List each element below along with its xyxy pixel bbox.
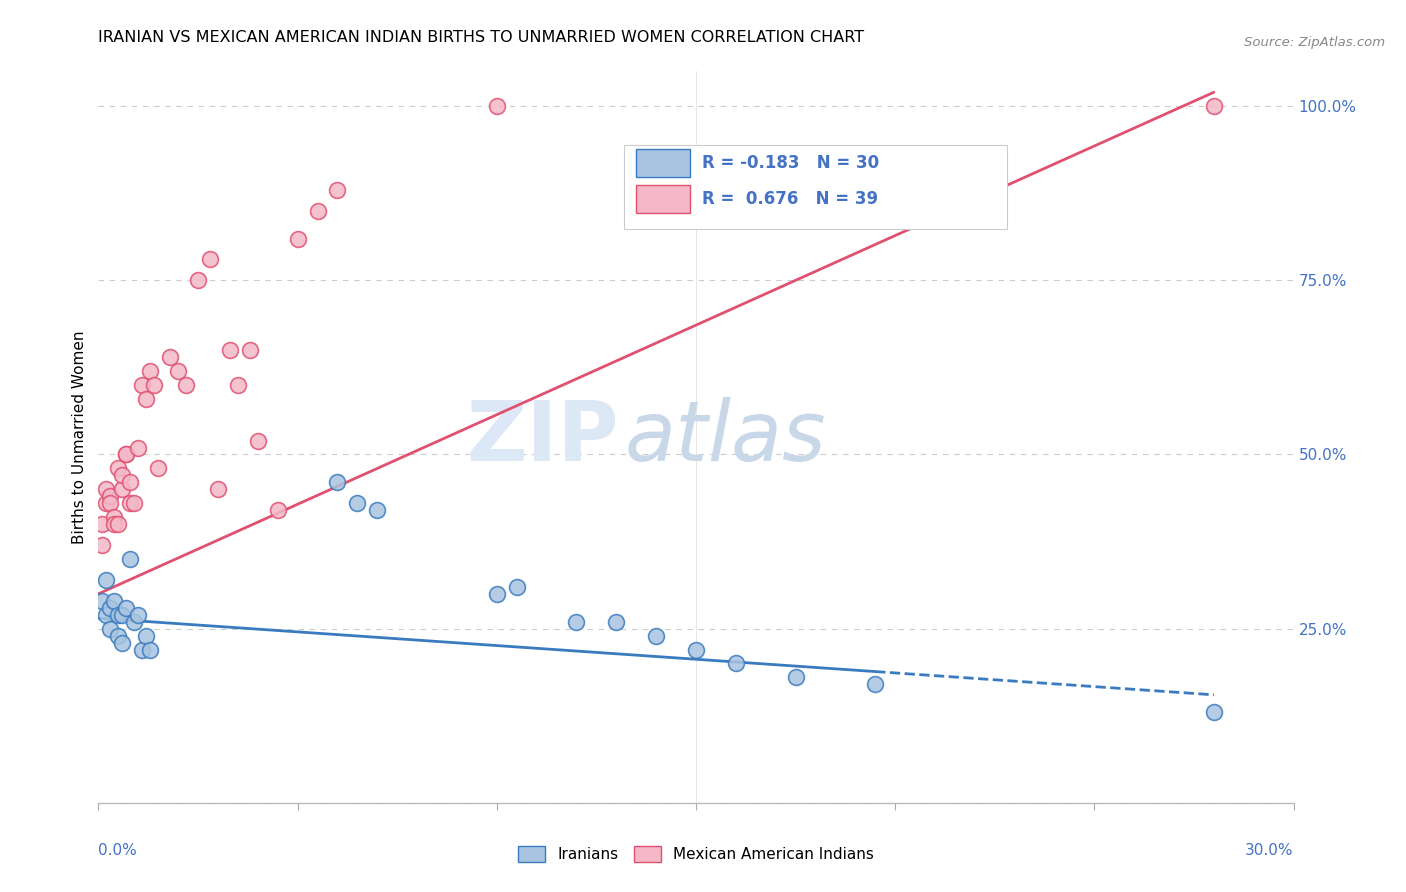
- Point: [346, 496, 368, 510]
- Point: [96, 607, 118, 622]
- Point: [219, 343, 242, 357]
- Point: [120, 496, 142, 510]
- Point: [107, 629, 129, 643]
- Text: 30.0%: 30.0%: [1246, 843, 1294, 858]
- Point: [1202, 705, 1225, 719]
- Point: [1202, 99, 1225, 113]
- Point: [124, 615, 146, 629]
- Point: [91, 538, 114, 552]
- Point: [120, 475, 142, 490]
- Point: [120, 552, 142, 566]
- Y-axis label: Births to Unmarried Women: Births to Unmarried Women: [72, 330, 87, 544]
- Legend: Iranians, Mexican American Indians: Iranians, Mexican American Indians: [512, 840, 880, 868]
- Point: [98, 496, 122, 510]
- Point: [139, 642, 162, 657]
- Point: [198, 252, 221, 267]
- Point: [103, 517, 125, 532]
- Point: [645, 629, 668, 643]
- Point: [107, 517, 129, 532]
- Point: [131, 642, 153, 657]
- Point: [96, 573, 118, 587]
- Point: [148, 461, 170, 475]
- Point: [98, 489, 122, 503]
- Point: [98, 600, 122, 615]
- Point: [131, 377, 153, 392]
- Point: [307, 203, 329, 218]
- Point: [174, 377, 197, 392]
- Point: [506, 580, 529, 594]
- Text: R =  0.676   N = 39: R = 0.676 N = 39: [702, 190, 879, 209]
- Point: [239, 343, 262, 357]
- Point: [685, 642, 707, 657]
- Point: [111, 635, 134, 649]
- Point: [98, 622, 122, 636]
- FancyBboxPatch shape: [624, 145, 1007, 228]
- Text: R = -0.183   N = 30: R = -0.183 N = 30: [702, 153, 879, 172]
- Point: [226, 377, 249, 392]
- Point: [91, 594, 114, 608]
- Point: [135, 392, 157, 406]
- Point: [485, 587, 508, 601]
- Point: [326, 475, 349, 490]
- Point: [115, 600, 138, 615]
- Point: [127, 607, 149, 622]
- Point: [115, 448, 138, 462]
- Point: [485, 99, 508, 113]
- Point: [863, 677, 886, 691]
- Point: [366, 503, 388, 517]
- Point: [107, 607, 129, 622]
- Point: [135, 629, 157, 643]
- Text: IRANIAN VS MEXICAN AMERICAN INDIAN BIRTHS TO UNMARRIED WOMEN CORRELATION CHART: IRANIAN VS MEXICAN AMERICAN INDIAN BIRTH…: [98, 29, 865, 45]
- Point: [96, 483, 118, 497]
- Text: ZIP: ZIP: [465, 397, 619, 477]
- Point: [326, 183, 349, 197]
- Point: [246, 434, 269, 448]
- Point: [111, 483, 134, 497]
- Text: Source: ZipAtlas.com: Source: ZipAtlas.com: [1244, 36, 1385, 49]
- Point: [605, 615, 627, 629]
- Point: [785, 670, 807, 684]
- Point: [207, 483, 229, 497]
- FancyBboxPatch shape: [636, 186, 690, 213]
- Point: [267, 503, 290, 517]
- Point: [724, 657, 747, 671]
- FancyBboxPatch shape: [636, 149, 690, 177]
- Point: [167, 364, 190, 378]
- Point: [96, 496, 118, 510]
- Point: [187, 273, 209, 287]
- Point: [127, 441, 149, 455]
- Point: [111, 468, 134, 483]
- Point: [103, 594, 125, 608]
- Point: [139, 364, 162, 378]
- Point: [107, 461, 129, 475]
- Point: [115, 448, 138, 462]
- Text: 0.0%: 0.0%: [98, 843, 138, 858]
- Point: [91, 517, 114, 532]
- Text: atlas: atlas: [624, 397, 825, 477]
- Point: [159, 350, 181, 364]
- Point: [143, 377, 166, 392]
- Point: [124, 496, 146, 510]
- Point: [111, 607, 134, 622]
- Point: [287, 231, 309, 245]
- Point: [565, 615, 588, 629]
- Point: [103, 510, 125, 524]
